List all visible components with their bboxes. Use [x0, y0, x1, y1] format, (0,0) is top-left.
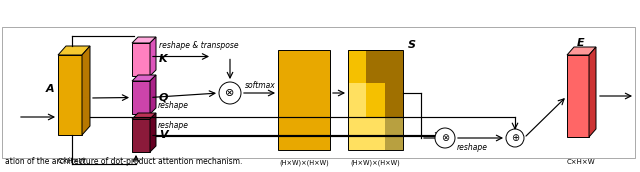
Circle shape: [219, 82, 241, 104]
Polygon shape: [150, 75, 156, 114]
Polygon shape: [385, 117, 403, 150]
Polygon shape: [567, 55, 589, 137]
Circle shape: [435, 128, 455, 148]
Text: E: E: [577, 38, 585, 48]
Polygon shape: [385, 83, 403, 117]
Text: A: A: [45, 84, 54, 94]
Polygon shape: [567, 47, 596, 55]
Polygon shape: [348, 83, 366, 117]
Polygon shape: [348, 50, 366, 83]
Polygon shape: [150, 113, 156, 152]
Polygon shape: [589, 47, 596, 137]
Text: reshape: reshape: [158, 101, 189, 110]
Text: reshape & transpose: reshape & transpose: [159, 41, 239, 51]
Text: ⊕: ⊕: [511, 133, 519, 143]
Polygon shape: [132, 113, 156, 119]
Polygon shape: [132, 43, 150, 76]
Polygon shape: [366, 83, 385, 117]
Circle shape: [506, 129, 524, 147]
Text: V: V: [159, 131, 168, 141]
Polygon shape: [385, 50, 403, 83]
Text: reshape: reshape: [457, 143, 488, 153]
Text: (H×W)×(H×W): (H×W)×(H×W): [351, 160, 401, 166]
Text: C×H×W: C×H×W: [566, 159, 595, 165]
Polygon shape: [132, 81, 150, 114]
Polygon shape: [58, 55, 82, 135]
Polygon shape: [82, 46, 90, 135]
Text: ⊗: ⊗: [441, 133, 449, 143]
Text: ⊗: ⊗: [225, 88, 235, 98]
Text: S: S: [408, 40, 416, 50]
Text: (H×W)×(H×W): (H×W)×(H×W): [279, 160, 329, 166]
Text: K: K: [159, 55, 168, 64]
Text: ation of the architecture of dot-product attention mechanism.: ation of the architecture of dot-product…: [5, 157, 243, 166]
Polygon shape: [132, 75, 156, 81]
Polygon shape: [132, 119, 150, 152]
Polygon shape: [278, 50, 330, 150]
Polygon shape: [58, 46, 90, 55]
Polygon shape: [132, 37, 156, 43]
Text: Q: Q: [159, 93, 168, 103]
Polygon shape: [366, 117, 385, 150]
Polygon shape: [366, 50, 385, 83]
Text: C×H×W: C×H×W: [58, 158, 86, 164]
Polygon shape: [348, 117, 366, 150]
Text: reshape: reshape: [158, 121, 189, 131]
Text: softmax: softmax: [245, 80, 276, 89]
Polygon shape: [150, 37, 156, 76]
